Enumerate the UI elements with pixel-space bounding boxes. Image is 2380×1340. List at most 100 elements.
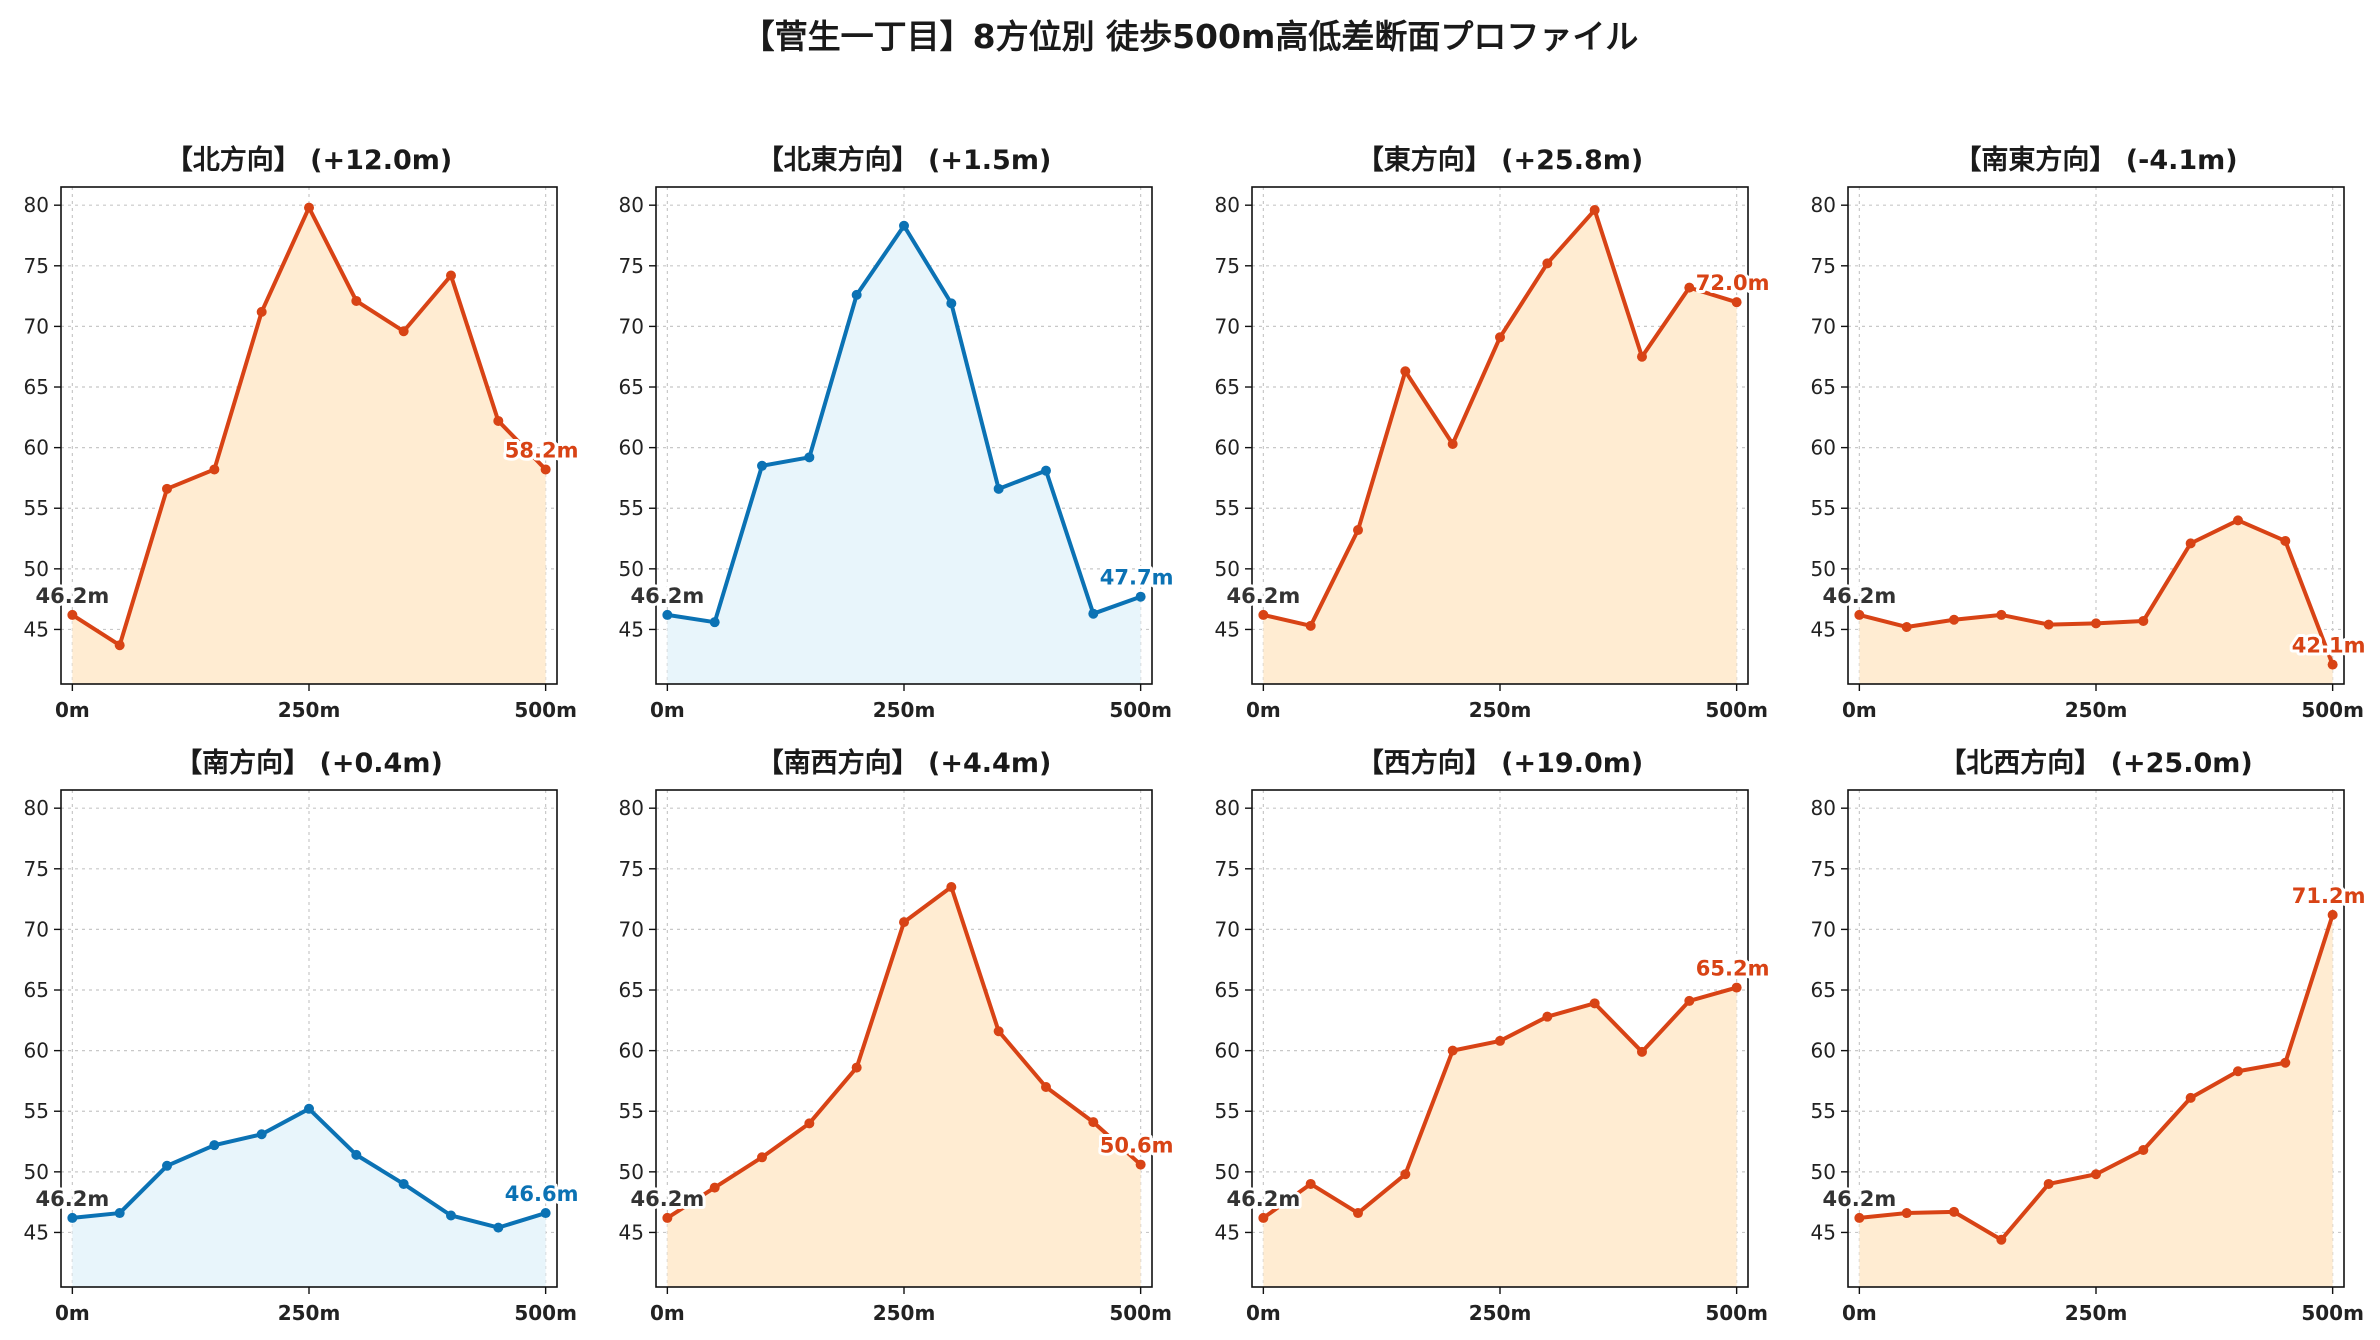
ytick-label: 55 <box>619 1099 644 1123</box>
profile-area <box>72 1108 546 1287</box>
ytick-label: 55 <box>1811 1099 1836 1123</box>
end-value-label: 42.1m <box>2292 634 2366 658</box>
data-point <box>1589 205 1600 216</box>
data-point <box>114 640 125 651</box>
data-point <box>1088 1117 1099 1128</box>
subplot-title: 【南西方向】 (+4.4m) <box>757 747 1052 779</box>
ytick-label: 65 <box>1215 375 1240 399</box>
data-point <box>1353 1208 1364 1219</box>
data-point <box>1901 622 1912 633</box>
ytick-label: 45 <box>619 617 644 641</box>
data-point <box>662 609 673 620</box>
ytick-label: 60 <box>1215 1039 1240 1063</box>
ytick-label: 55 <box>1811 496 1836 520</box>
data-point <box>1542 1011 1553 1022</box>
subplot-1: 【北東方向】 (+1.5m) 45 50 55 60 65 70 75 80 0m 250m 500m… <box>619 144 1177 722</box>
xtick-label: 250m <box>278 698 341 722</box>
ytick-label: 45 <box>1215 617 1240 641</box>
data-point <box>709 617 720 628</box>
data-point <box>2185 1092 2196 1103</box>
data-point <box>398 326 409 337</box>
subplot-title: 【南東方向】 (-4.1m) <box>1954 144 2237 176</box>
profile-area <box>1263 987 1737 1287</box>
profile-area <box>1859 520 2333 684</box>
data-point <box>1949 1206 1960 1217</box>
ytick-label: 50 <box>619 1160 644 1184</box>
subplot-5: 【南西方向】 (+4.4m) 45 50 55 60 65 70 75 80 0m 250m 500m… <box>619 747 1177 1325</box>
end-value-label: 72.0m <box>1696 271 1770 295</box>
data-point <box>1996 609 2007 620</box>
profile-area <box>1263 210 1737 684</box>
data-point <box>209 1140 220 1151</box>
xtick-label: 250m <box>278 1301 341 1325</box>
data-point <box>256 1129 267 1140</box>
data-point <box>1305 1178 1316 1189</box>
data-point <box>2138 1145 2149 1156</box>
data-point <box>993 483 1004 494</box>
ytick-label: 70 <box>1215 314 1240 338</box>
xtick-label: 250m <box>2065 1301 2128 1325</box>
data-point <box>2327 659 2338 670</box>
ytick-label: 75 <box>1215 254 1240 278</box>
profile-area <box>667 886 1141 1287</box>
subplot-title: 【東方向】 (+25.8m) <box>1357 144 1643 176</box>
data-point <box>757 460 768 471</box>
ytick-label: 70 <box>24 314 49 338</box>
data-point <box>1854 1212 1865 1223</box>
data-point <box>1353 525 1364 536</box>
data-point <box>1996 1234 2007 1245</box>
ytick-label: 50 <box>24 1160 49 1184</box>
data-point <box>851 1062 862 1073</box>
data-point <box>67 1212 78 1223</box>
data-point <box>445 1210 456 1221</box>
ytick-label: 55 <box>24 496 49 520</box>
data-point <box>540 464 551 475</box>
data-point <box>1542 258 1553 269</box>
start-value-label: 46.2m <box>1227 584 1301 608</box>
data-point <box>1854 609 1865 620</box>
data-point <box>1636 1046 1647 1057</box>
data-point <box>351 1149 362 1160</box>
subplot-title: 【南方向】 (+0.4m) <box>175 747 443 779</box>
data-point <box>1684 282 1695 293</box>
ytick-label: 50 <box>1215 557 1240 581</box>
ytick-label: 65 <box>1811 375 1836 399</box>
data-point <box>2043 619 2054 630</box>
data-point <box>662 1212 673 1223</box>
data-point <box>209 464 220 475</box>
data-point <box>1731 297 1742 308</box>
data-point <box>1495 332 1505 343</box>
profile-area <box>667 225 1141 685</box>
ytick-label: 50 <box>1811 557 1836 581</box>
data-point <box>757 1152 768 1163</box>
ytick-label: 65 <box>1215 978 1240 1002</box>
data-point <box>162 1160 173 1171</box>
ytick-label: 65 <box>619 978 644 1002</box>
data-point <box>445 270 456 281</box>
subplot-2: 【東方向】 (+25.8m) 45 50 55 60 65 70 75 80 0m 250m 500m… <box>1215 144 1773 722</box>
start-value-label: 46.2m <box>1823 1187 1897 1211</box>
end-value-label: 50.6m <box>1100 1134 1174 1158</box>
ytick-label: 75 <box>619 857 644 881</box>
data-point <box>2185 538 2196 549</box>
ytick-label: 70 <box>1811 917 1836 941</box>
ytick-label: 60 <box>619 1039 644 1063</box>
subplot-6: 【西方向】 (+19.0m) 45 50 55 60 65 70 75 80 0m 250m 500m… <box>1215 747 1773 1325</box>
xtick-label: 250m <box>1469 698 1532 722</box>
ytick-label: 60 <box>24 1039 49 1063</box>
figure-title: 【菅生一丁目】8方位別 徒歩500m高低差断面プロファイル <box>741 17 1639 56</box>
start-value-label: 46.2m <box>36 584 110 608</box>
data-point <box>1135 1159 1146 1170</box>
start-value-label: 46.2m <box>1227 1187 1301 1211</box>
ytick-label: 60 <box>1215 436 1240 460</box>
data-point <box>851 289 862 300</box>
end-value-label: 46.6m <box>505 1182 579 1206</box>
ytick-label: 80 <box>1811 796 1836 820</box>
data-point <box>1400 366 1411 377</box>
data-point <box>2280 1057 2291 1068</box>
ytick-label: 80 <box>619 193 644 217</box>
data-point <box>1135 591 1146 602</box>
profile-area <box>1859 914 2333 1287</box>
ytick-label: 50 <box>24 557 49 581</box>
ytick-label: 75 <box>619 254 644 278</box>
